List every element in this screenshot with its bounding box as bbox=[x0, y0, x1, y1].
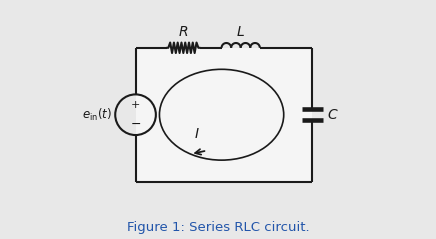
Text: +: + bbox=[131, 100, 140, 110]
Text: −: − bbox=[130, 118, 141, 131]
Text: $I$: $I$ bbox=[194, 127, 199, 141]
FancyBboxPatch shape bbox=[136, 48, 313, 182]
Text: $C$: $C$ bbox=[327, 108, 338, 122]
Text: $L$: $L$ bbox=[236, 25, 245, 39]
Text: $e_{\rm in}(t)$: $e_{\rm in}(t)$ bbox=[82, 107, 112, 123]
Text: $R$: $R$ bbox=[178, 25, 188, 39]
Text: Figure 1: Series RLC circuit.: Figure 1: Series RLC circuit. bbox=[127, 221, 309, 234]
